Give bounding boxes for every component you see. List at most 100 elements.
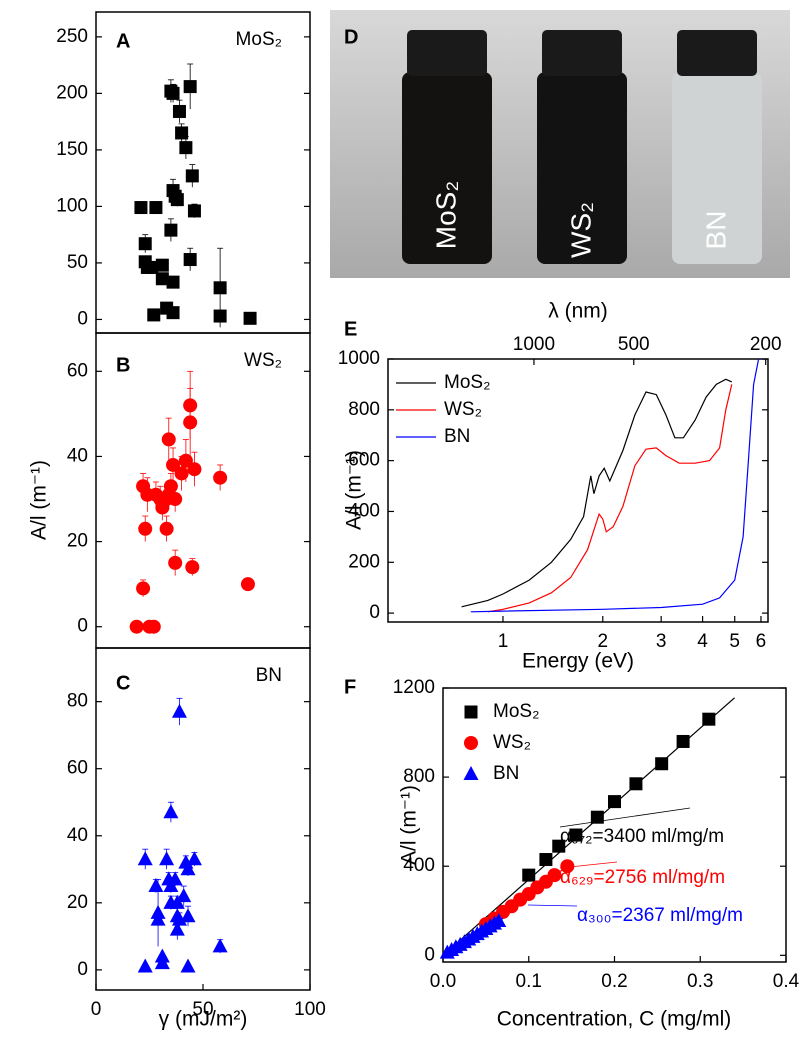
marker [183,80,197,94]
legend-label: MoS₂ [236,29,282,50]
x-tick-label: 0.1 [516,971,542,992]
marker [213,470,228,485]
plot-frame [95,647,311,991]
marker [522,868,536,882]
marker [137,958,153,973]
y-tick-label: 40 [67,825,88,846]
panel-letter: C [116,672,130,694]
y-tick-label: 800 [403,766,435,787]
marker [552,839,566,853]
annotation-arrow [527,904,578,907]
marker [186,851,202,866]
panel-letter: D [344,26,358,48]
y-tick-label: 60 [67,360,88,381]
vial-cap [677,30,757,76]
y-tick-label: 100 [56,195,88,216]
marker [179,141,193,155]
panel-letter: E [344,318,357,340]
x-tick-label: 3 [656,631,667,652]
marker [590,810,604,824]
marker [166,275,180,289]
y-tick-label: 400 [348,500,380,521]
marker [138,237,152,251]
marker [213,309,227,323]
marker [629,777,643,791]
panel-letter: B [116,354,130,376]
marker [171,703,187,718]
x-tick-label: 100 [294,999,326,1020]
marker [178,453,193,468]
marker [185,169,199,183]
marker [243,311,257,325]
vial-cap [407,30,487,76]
y-tick-label: 0 [77,616,88,637]
y-axis-label: A/l (m⁻¹) [398,785,421,865]
annotation-arrow [559,807,691,828]
plot-frame [95,11,311,334]
marker [183,253,197,267]
marker [676,734,690,748]
marker [136,581,151,596]
y-tick-label: 200 [348,551,380,572]
marker [155,272,169,286]
x2-tick-label: 1000 [513,334,555,355]
panel-letter: A [116,30,130,52]
vial-label: MoS₂ [430,181,461,249]
x-tick-label: 0 [91,999,102,1020]
marker [146,619,161,634]
marker [539,853,553,867]
x2-axis-label: λ (nm) [548,300,608,323]
y-tick-label: 80 [67,691,88,712]
marker [166,86,180,100]
marker [560,859,575,874]
marker [213,281,227,295]
vial-cap [542,30,622,76]
marker [166,306,180,320]
fit-annotation: α₆₂₉=2756 ml/mg/m [560,867,725,888]
marker [168,555,183,570]
marker [167,871,183,886]
marker [137,851,153,866]
legend-marker [464,705,478,719]
vial [672,72,762,264]
y-tick-label: 40 [67,445,88,466]
y-tick-label: 600 [348,450,380,471]
data-line [487,384,733,613]
x-tick-label: 0.4 [773,971,800,992]
legend-label: WS₂ [244,350,282,371]
marker [491,913,507,928]
y-tick-label: 400 [403,855,435,876]
x-axis-label: Energy (eV) [522,650,634,673]
marker [134,201,148,215]
y-tick-label: 50 [67,252,88,273]
x-tick-label: 1 [498,631,509,652]
y-tick-label: 1200 [393,677,435,698]
marker [145,260,159,274]
marker [547,868,562,883]
panel-letter: F [344,676,356,698]
x-axis-label: γ (mJ/m²) [159,1008,248,1031]
y-tick-label: 200 [56,82,88,103]
marker [183,415,198,430]
marker [166,184,180,198]
legend-label: MoS₂ [493,701,539,722]
marker [608,795,621,809]
y-tick-label: 0 [77,308,88,329]
y-tick-label: 0 [77,959,88,980]
x-tick-label: 0.2 [601,971,627,992]
legend-label: BN [256,665,282,686]
x-tick-label: 50 [192,999,213,1020]
marker [174,466,189,481]
marker [180,908,196,923]
x-tick-label: 2 [597,631,608,652]
marker [150,911,166,926]
marker [159,851,175,866]
marker [164,223,178,237]
x-tick-label: 5 [729,631,740,652]
marker [212,938,228,953]
marker [148,878,164,893]
marker [168,492,183,507]
y-tick-label: 60 [67,758,88,779]
y-axis-label: A/l (m⁻¹) [343,450,366,530]
